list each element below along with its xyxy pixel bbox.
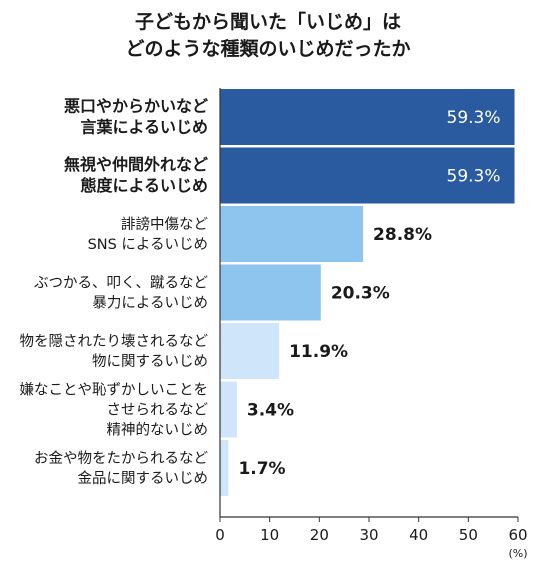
category-label: 物を隠されたり壊されるなど <box>20 333 209 350</box>
value-label: 1.7% <box>238 459 285 479</box>
category-label: 態度によるいじめ <box>80 176 208 195</box>
bars <box>220 89 515 496</box>
category-label: 暴力によるいじめ <box>92 295 208 312</box>
value-label: 28.8% <box>373 225 432 245</box>
x-tick-label: 40 <box>409 526 428 544</box>
bar <box>220 147 515 204</box>
value-labels: 59.3% 59.3% 28.8% 20.3% 11.9% 3.4% 1.7% <box>238 108 500 479</box>
category-label: 物に関するいじめ <box>92 353 208 370</box>
value-label: 3.4% <box>247 401 294 421</box>
bar <box>220 440 229 496</box>
bar <box>220 89 515 145</box>
bar <box>220 323 280 379</box>
category-label: SNS によるいじめ <box>88 236 208 253</box>
category-label: ぶつかる、叩く、蹴るなど <box>34 275 208 292</box>
x-unit-label: (%) <box>508 547 527 560</box>
x-tick-label: 60 <box>508 526 527 544</box>
bar <box>220 381 237 438</box>
x-tick-label: 50 <box>459 526 478 544</box>
category-labels: 悪口やからかいなど言葉によるいじめ無視や仲間外れなど態度によるいじめ誹謗中傷など… <box>20 97 209 488</box>
x-axis: 0 10 20 30 40 50 60 (%) <box>215 88 528 560</box>
category-label: 嫌なことや恥ずかしいことを <box>20 382 209 399</box>
value-label: 20.3% <box>331 284 390 304</box>
x-tick-label: 30 <box>359 526 378 544</box>
x-tick-label: 0 <box>215 526 225 544</box>
category-label: 悪口やからかいなど <box>64 97 208 116</box>
x-tick-label: 20 <box>310 526 329 544</box>
category-label: お金や物をたかられるなど <box>34 450 208 467</box>
chart-title-line: どのような種類のいじめだったか <box>125 38 410 60</box>
value-label: 59.3% <box>447 108 501 128</box>
category-label: させられるなど <box>107 402 209 419</box>
category-label: 金品に関するいじめ <box>78 470 209 487</box>
category-label: 誹謗中傷など <box>121 216 208 233</box>
chart-title-line: 子どもから聞いた「いじめ」は <box>135 10 401 33</box>
category-label: 精神的ないじめ <box>107 422 209 439</box>
category-label: 無視や仲間外れなど <box>64 155 208 174</box>
value-label: 11.9% <box>289 342 348 362</box>
value-label: 59.3% <box>447 167 501 187</box>
x-tick-label: 10 <box>260 526 279 544</box>
bar <box>220 264 321 321</box>
category-label: 言葉によるいじめ <box>80 118 208 137</box>
bar <box>220 206 364 262</box>
